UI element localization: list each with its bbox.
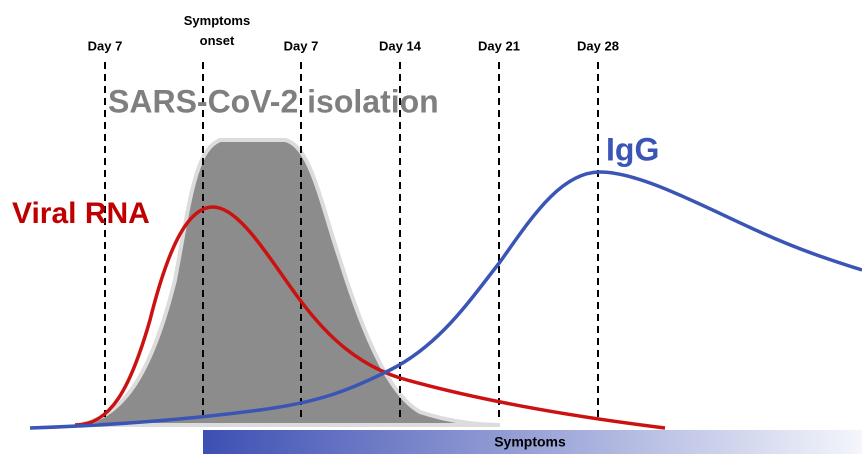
symptoms-label: Symptoms	[494, 434, 566, 450]
marker-label: Day 7	[284, 38, 319, 53]
marker-labels: Day 7 Symptoms onset Day 7 Day 14 Day 21 Day 2…	[88, 13, 619, 53]
marker-label: Day 7	[88, 38, 123, 53]
igg-curve	[29, 170, 862, 430]
symptoms-bar	[203, 430, 862, 454]
rna-label: Viral RNA	[12, 197, 150, 230]
marker-label: Day 21	[478, 38, 520, 53]
marker-label: Day 14	[379, 38, 422, 53]
isolation-label: SARS-CoV-2 isolation	[108, 83, 439, 119]
igg-label: IgG	[606, 131, 659, 167]
marker-label: Symptoms onset	[184, 13, 250, 48]
day-lines	[104, 62, 599, 422]
marker-label: Day 28	[577, 38, 619, 53]
viral-rna-curve	[74, 205, 666, 430]
